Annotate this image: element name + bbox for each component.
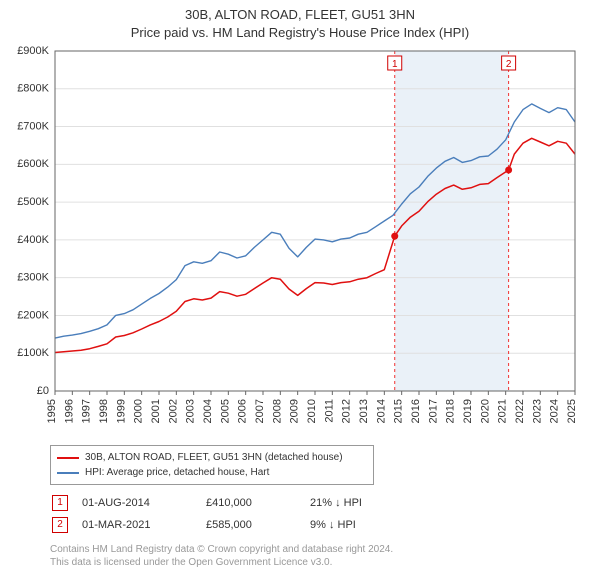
- svg-text:2011: 2011: [323, 399, 335, 423]
- svg-text:2017: 2017: [427, 399, 439, 423]
- svg-text:£800K: £800K: [17, 83, 49, 95]
- license-line-2: This data is licensed under the Open Gov…: [50, 556, 600, 569]
- svg-text:1998: 1998: [98, 399, 110, 423]
- svg-text:2009: 2009: [289, 399, 301, 423]
- legend-swatch: [57, 457, 79, 459]
- sale-price: £585,000: [206, 515, 308, 535]
- sale-marker: 2: [52, 517, 68, 533]
- svg-text:1999: 1999: [115, 399, 127, 423]
- svg-text:1: 1: [392, 59, 398, 70]
- sale-date: 01-AUG-2014: [82, 493, 204, 513]
- price-chart: £0 £100K £200K £300K £400K £500K £600K £700K £80…: [0, 41, 600, 441]
- svg-text:2018: 2018: [445, 399, 457, 423]
- svg-text:2015: 2015: [393, 399, 405, 423]
- title-line-2: Price paid vs. HM Land Registry's House …: [0, 24, 600, 42]
- chart-title: 30B, ALTON ROAD, FLEET, GU51 3HN Price p…: [0, 0, 600, 41]
- svg-text:2003: 2003: [185, 399, 197, 423]
- legend-item: HPI: Average price, detached house, Hart: [57, 465, 367, 480]
- svg-text:2016: 2016: [410, 399, 422, 423]
- svg-text:2012: 2012: [341, 399, 353, 423]
- svg-text:2002: 2002: [167, 399, 179, 423]
- svg-text:2005: 2005: [219, 399, 231, 423]
- sale-delta: 9% ↓ HPI: [310, 515, 374, 535]
- svg-text:2000: 2000: [133, 399, 145, 423]
- legend-swatch: [57, 472, 79, 474]
- license-text: Contains HM Land Registry data © Crown c…: [50, 543, 600, 569]
- svg-text:2006: 2006: [237, 399, 249, 423]
- svg-text:2019: 2019: [462, 399, 474, 423]
- svg-text:2004: 2004: [202, 399, 214, 423]
- svg-text:2010: 2010: [306, 399, 318, 423]
- svg-text:£100K: £100K: [17, 347, 49, 359]
- svg-text:1997: 1997: [81, 399, 93, 423]
- svg-text:£500K: £500K: [17, 196, 49, 208]
- svg-text:2001: 2001: [150, 399, 162, 423]
- svg-text:£700K: £700K: [17, 121, 49, 133]
- license-line-1: Contains HM Land Registry data © Crown c…: [50, 543, 600, 556]
- svg-text:2013: 2013: [358, 399, 370, 423]
- legend-label: 30B, ALTON ROAD, FLEET, GU51 3HN (detach…: [85, 450, 343, 465]
- svg-text:2025: 2025: [566, 399, 578, 423]
- legend-item: 30B, ALTON ROAD, FLEET, GU51 3HN (detach…: [57, 450, 367, 465]
- svg-text:2007: 2007: [254, 399, 266, 423]
- sales-table: 1 01-AUG-2014£410,00021% ↓ HPI 2 01-MAR-202…: [50, 491, 376, 537]
- legend: 30B, ALTON ROAD, FLEET, GU51 3HN (detach…: [50, 445, 374, 485]
- svg-text:2021: 2021: [497, 399, 509, 423]
- svg-text:2008: 2008: [271, 399, 283, 423]
- sale-delta: 21% ↓ HPI: [310, 493, 374, 513]
- sale-marker: 1: [52, 495, 68, 511]
- svg-text:£0: £0: [37, 385, 49, 397]
- svg-text:£300K: £300K: [17, 272, 49, 284]
- sale-date: 01-MAR-2021: [82, 515, 204, 535]
- svg-text:£400K: £400K: [17, 234, 49, 246]
- svg-text:2023: 2023: [531, 399, 543, 423]
- svg-text:£200K: £200K: [17, 309, 49, 321]
- svg-text:£600K: £600K: [17, 158, 49, 170]
- svg-text:2024: 2024: [549, 399, 561, 423]
- svg-text:1995: 1995: [46, 399, 58, 423]
- legend-label: HPI: Average price, detached house, Hart: [85, 465, 269, 480]
- svg-text:£900K: £900K: [17, 45, 49, 57]
- table-row: 1 01-AUG-2014£410,00021% ↓ HPI: [52, 493, 374, 513]
- table-row: 2 01-MAR-2021£585,0009% ↓ HPI: [52, 515, 374, 535]
- svg-text:2014: 2014: [375, 399, 387, 423]
- title-line-1: 30B, ALTON ROAD, FLEET, GU51 3HN: [0, 6, 600, 24]
- sale-price: £410,000: [206, 493, 308, 513]
- svg-text:1996: 1996: [63, 399, 75, 423]
- svg-text:2: 2: [506, 59, 512, 70]
- svg-text:2020: 2020: [479, 399, 491, 423]
- svg-text:2022: 2022: [514, 399, 526, 423]
